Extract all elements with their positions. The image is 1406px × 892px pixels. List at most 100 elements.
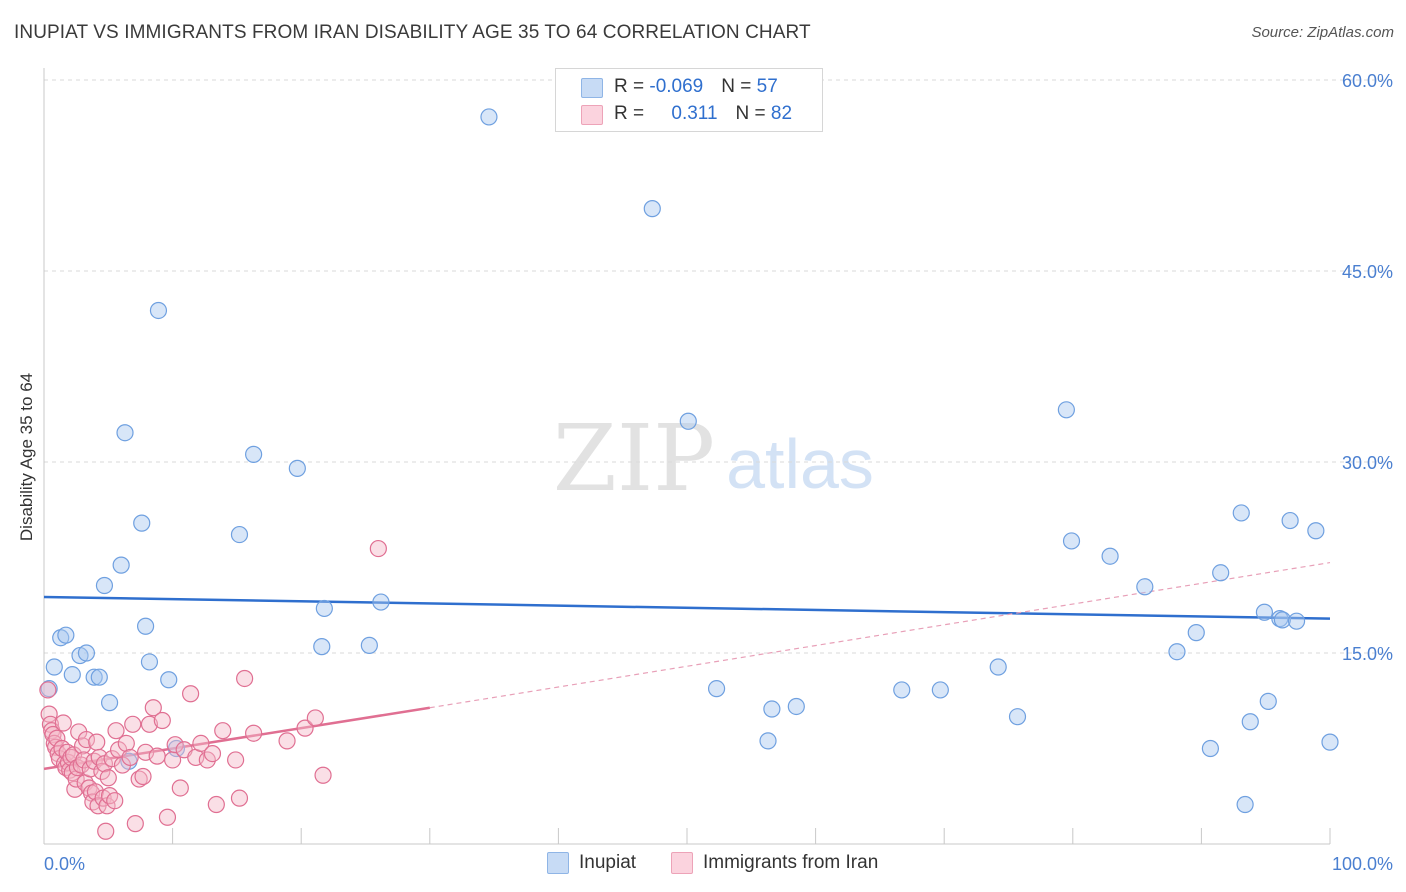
legend-r-value: -0.069 bbox=[649, 76, 704, 97]
x-tick-label: 0.0% bbox=[44, 854, 85, 874]
iran-point bbox=[100, 787, 119, 805]
iran-point bbox=[48, 729, 66, 747]
iran-point bbox=[227, 751, 245, 769]
watermark-zip: ZIP bbox=[553, 405, 715, 512]
inupiat-point bbox=[288, 459, 306, 477]
y-tick-label: 15.0% bbox=[1342, 644, 1393, 664]
data-points bbox=[39, 108, 1339, 840]
iran-point bbox=[296, 719, 314, 737]
iran-point bbox=[148, 747, 166, 765]
iran-point bbox=[236, 669, 254, 688]
inupiat-point bbox=[77, 644, 96, 662]
inupiat-point bbox=[63, 666, 81, 684]
iran-point bbox=[77, 730, 96, 749]
iran-point bbox=[278, 732, 296, 750]
bottom-legend-label: Immigrants from Iran bbox=[703, 852, 879, 873]
iran-point bbox=[144, 699, 162, 717]
iran-point bbox=[54, 714, 72, 732]
iran-point bbox=[306, 709, 324, 727]
inupiat-point bbox=[1287, 612, 1306, 630]
inupiat-point bbox=[643, 200, 661, 218]
inupiat-point bbox=[1101, 547, 1119, 565]
inupiat-point bbox=[372, 593, 390, 611]
inupiat-point bbox=[679, 412, 697, 430]
iran-point bbox=[126, 815, 144, 833]
y-tick-label: 30.0% bbox=[1342, 453, 1393, 473]
bottom-legend-swatch-iran bbox=[671, 852, 693, 874]
inupiat-point bbox=[90, 668, 108, 686]
iran-point bbox=[182, 685, 200, 703]
iran-point bbox=[99, 769, 117, 787]
inupiat-point bbox=[133, 514, 151, 532]
inupiat-point bbox=[989, 658, 1007, 676]
y-tick-label: 45.0% bbox=[1342, 262, 1393, 282]
iran-point bbox=[369, 539, 387, 558]
inupiat-point bbox=[1255, 603, 1274, 621]
inupiat-point bbox=[1057, 401, 1075, 419]
iran-point bbox=[103, 750, 121, 768]
iran-point bbox=[88, 733, 106, 751]
inupiat-point bbox=[1273, 611, 1292, 629]
legend-n-label: N = bbox=[721, 76, 757, 97]
iran-point bbox=[106, 792, 124, 810]
source-label: Source: ZipAtlas.com bbox=[1251, 24, 1394, 41]
watermark: ZIP atlas bbox=[553, 405, 874, 512]
y-tick-label: 60.0% bbox=[1342, 71, 1393, 91]
watermark-atlas: atlas bbox=[726, 425, 874, 503]
inupiat-point bbox=[315, 599, 333, 618]
iran-trend-extension bbox=[429, 562, 1331, 709]
inupiat-point bbox=[1062, 532, 1081, 550]
iran-point bbox=[41, 715, 60, 733]
iran-point bbox=[153, 711, 171, 730]
inupiat-point bbox=[1321, 733, 1339, 751]
tick-labels: 15.0% 30.0% 45.0% 60.0% 0.0% 100.0% bbox=[44, 71, 1393, 874]
iran-point bbox=[214, 722, 232, 740]
iran-point bbox=[140, 715, 159, 733]
legend-n-label: N = bbox=[735, 103, 771, 124]
correlation-legend: R = -0.069 N = 57 R = 0.311 N = 82 bbox=[555, 68, 823, 132]
inupiat-trend-line bbox=[43, 595, 1331, 620]
legend-swatch-iran bbox=[581, 105, 603, 125]
inupiat-point bbox=[1281, 511, 1299, 530]
inupiat-point bbox=[136, 617, 155, 635]
inupiat-point bbox=[116, 424, 134, 442]
iran-point bbox=[158, 808, 177, 826]
inupiat-point bbox=[931, 681, 949, 699]
bottom-legend-swatch-inupiat bbox=[547, 852, 569, 874]
legend-swatch-inupiat bbox=[581, 78, 603, 98]
inupiat-point bbox=[1008, 708, 1027, 726]
iran-point bbox=[203, 744, 222, 763]
inupiat-point bbox=[1187, 624, 1205, 642]
inupiat-point bbox=[787, 697, 805, 716]
inupiat-point bbox=[160, 671, 178, 689]
legend-r-label: R = bbox=[614, 103, 650, 124]
inupiat-point bbox=[1232, 504, 1250, 522]
inupiat-point bbox=[1212, 564, 1230, 582]
iran-point bbox=[171, 779, 189, 797]
iran-point bbox=[134, 767, 152, 786]
inupiat-point bbox=[95, 576, 114, 595]
inupiat-point bbox=[360, 636, 378, 654]
iran-point bbox=[97, 822, 115, 840]
inupiat-point bbox=[1236, 795, 1254, 814]
inupiat-point bbox=[245, 445, 263, 463]
inupiat-point bbox=[85, 668, 103, 686]
inupiat-point bbox=[313, 638, 331, 656]
trend-lines bbox=[43, 562, 1331, 771]
inupiat-point bbox=[1201, 739, 1220, 758]
iran-trend-line bbox=[43, 706, 430, 771]
iran-point bbox=[39, 681, 57, 699]
iran-point bbox=[230, 789, 249, 807]
inupiat-point bbox=[763, 700, 781, 718]
inupiat-point bbox=[759, 732, 777, 750]
inupiat-point bbox=[1136, 578, 1154, 596]
legend-r-label: R = bbox=[614, 76, 650, 97]
inupiat-point bbox=[230, 525, 249, 544]
iran-point bbox=[107, 722, 125, 740]
gridlines bbox=[44, 79, 1392, 654]
legend-n-value: 57 bbox=[756, 76, 778, 97]
inupiat-point bbox=[480, 108, 498, 126]
inupiat-point bbox=[1168, 643, 1186, 661]
iran-point bbox=[121, 748, 139, 767]
iran-point bbox=[192, 734, 210, 753]
